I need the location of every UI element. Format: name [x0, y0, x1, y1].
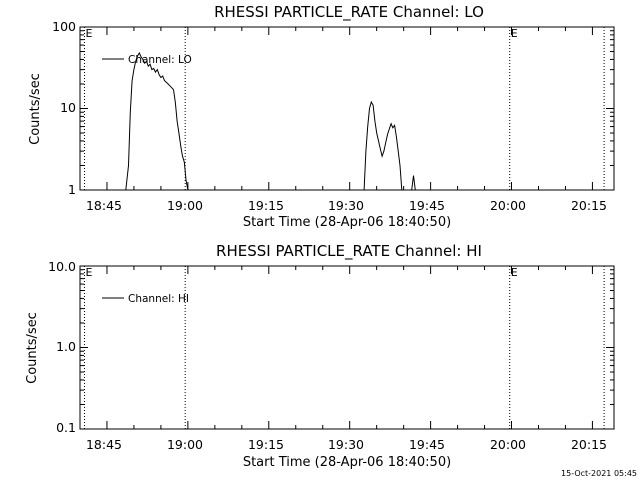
tick-marks-lo: [80, 26, 614, 191]
y-tick-label-hi-1-0: 1.0: [56, 339, 76, 354]
x-tick-label-lo-1930: 19:30: [328, 198, 364, 213]
x-axis-label-hi: Start Time (28-Apr-06 18:40:50): [243, 455, 451, 470]
x-tick-label-hi-2000: 20:00: [490, 437, 526, 452]
event-marker-label: E: [85, 266, 92, 279]
chart-title-lo: RHESSI PARTICLE_RATE Channel: LO: [214, 3, 484, 22]
y-axis-label-lo: Counts/sec: [28, 73, 43, 145]
legend-label-hi: Channel: HI: [128, 293, 189, 305]
x-tick-label-lo-2000: 20:00: [490, 198, 526, 213]
x-tick-label-hi-1845: 18:45: [86, 437, 122, 452]
legend-label-lo: Channel: LO: [128, 54, 192, 66]
x-tick-label-lo-2015: 20:15: [571, 198, 607, 213]
y-tick-label-lo-100: 100: [52, 19, 76, 34]
plot-frame-hi: [79, 265, 615, 430]
legend-hi: Channel: HI: [102, 293, 189, 305]
render-timestamp: 15-Oct-2021 05:45: [561, 469, 637, 478]
plot-frame-lo: [79, 26, 615, 191]
y-tick-label-lo-1: 1: [68, 182, 76, 197]
chart-title-hi: RHESSI PARTICLE_RATE Channel: HI: [216, 242, 482, 261]
y-tick-label-lo-10: 10: [60, 100, 76, 115]
series-line-channel-lo: [125, 51, 416, 191]
x-tick-label-hi-1915: 19:15: [248, 437, 284, 452]
x-tick-label-lo-1945: 19:45: [409, 198, 445, 213]
x-axis-label-lo: Start Time (28-Apr-06 18:40:50): [243, 215, 451, 230]
event-marker-label: E: [85, 27, 92, 40]
y-tick-label-hi-10-0: 10.0: [48, 259, 76, 274]
x-tick-label-lo-1845: 18:45: [86, 198, 122, 213]
legend-lo: Channel: LO: [102, 54, 192, 66]
tick-marks-hi: [80, 265, 614, 430]
event-marker-label: E: [511, 27, 518, 40]
y-axis-label-hi: Counts/sec: [25, 312, 40, 384]
x-tick-label-hi-1930: 19:30: [328, 437, 364, 452]
x-tick-label-lo-1915: 19:15: [248, 198, 284, 213]
chart-panel-lo: RHESSI PARTICLE_RATE Channel: LO Counts/…: [28, 3, 615, 230]
chart-panel-hi: RHESSI PARTICLE_RATE Channel: HI Counts/…: [25, 242, 615, 470]
x-tick-label-lo-1900: 19:00: [167, 198, 203, 213]
x-tick-label-hi-2015: 20:15: [571, 437, 607, 452]
event-marker-label: E: [511, 266, 518, 279]
x-tick-label-hi-1900: 19:00: [167, 437, 203, 452]
x-tick-label-hi-1945: 19:45: [409, 437, 445, 452]
y-tick-label-hi-0-1: 0.1: [56, 420, 76, 435]
